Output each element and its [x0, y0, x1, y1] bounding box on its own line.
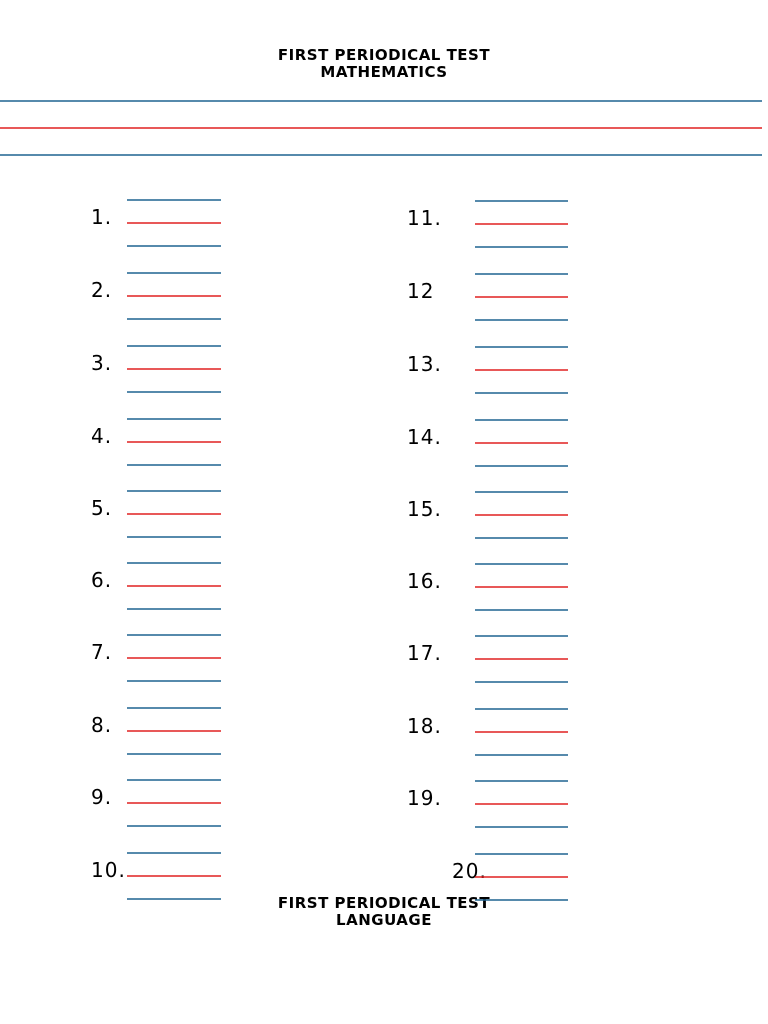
item-number: 7.	[91, 640, 112, 664]
item-number: 16.	[407, 569, 442, 593]
item-number: 8.	[91, 713, 112, 737]
item-number: 12	[407, 279, 434, 303]
item-number: 17.	[407, 641, 442, 665]
item-number: 5.	[91, 496, 112, 520]
footer-subject: LANGUAGE	[336, 911, 432, 929]
item-number: 11.	[407, 206, 442, 230]
item-number: 20.	[452, 859, 487, 883]
header-subject: MATHEMATICS	[320, 63, 447, 81]
footer-title: FIRST PERIODICAL TEST	[278, 894, 490, 912]
item-number: 19.	[407, 786, 442, 810]
item-number: 1.	[91, 205, 112, 229]
item-number: 9.	[91, 785, 112, 809]
item-number: 3.	[91, 351, 112, 375]
item-number: 14.	[407, 425, 442, 449]
item-number: 10.	[91, 858, 126, 882]
item-number: 18.	[407, 714, 442, 738]
item-number: 2.	[91, 278, 112, 302]
item-number: 13.	[407, 352, 442, 376]
item-number: 15.	[407, 497, 442, 521]
header-title: FIRST PERIODICAL TEST	[278, 46, 490, 64]
item-number: 6.	[91, 568, 112, 592]
item-number: 4.	[91, 424, 112, 448]
